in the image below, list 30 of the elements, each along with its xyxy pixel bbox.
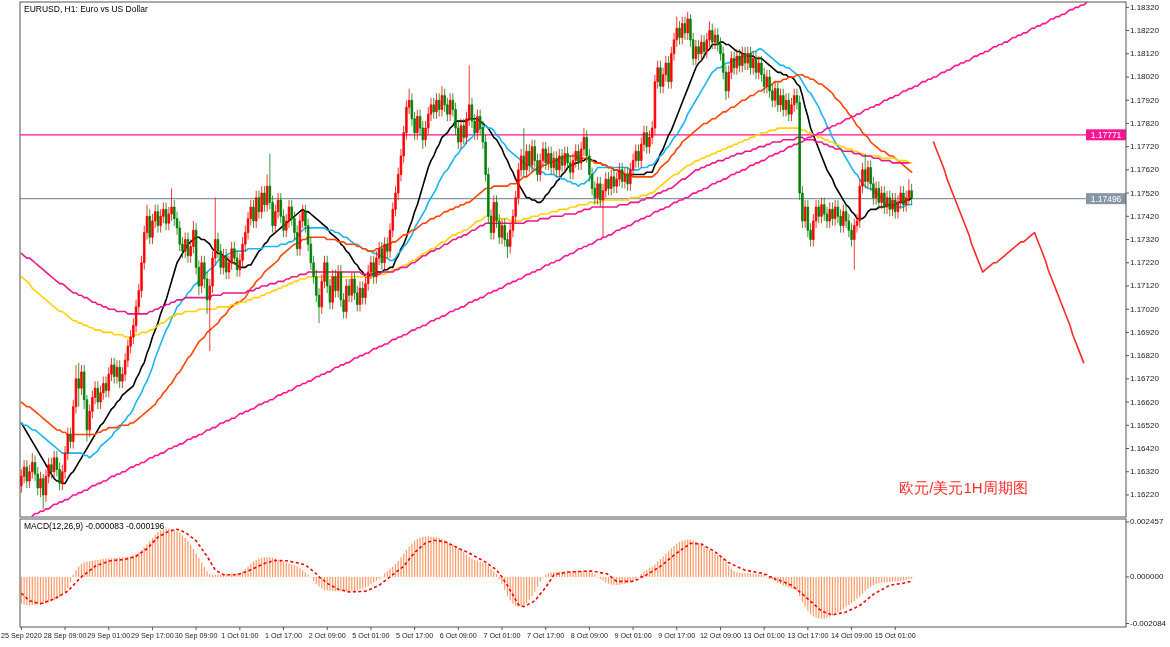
y-tick-label: 1.16720 xyxy=(1130,374,1160,384)
ref-line-label: 1.17496 xyxy=(1090,193,1122,204)
y-tick-label: 1.16320 xyxy=(1130,467,1160,477)
chart-title: MACD(12,26,9) -0.000083 -0.000196 xyxy=(24,521,165,531)
y-tick-label: 1.18020 xyxy=(1130,72,1160,82)
y-tick-label: 1.17820 xyxy=(1130,118,1160,128)
y-tick-label: 1.17520 xyxy=(1130,188,1160,198)
y-tick-label: 1.16920 xyxy=(1130,327,1160,337)
ref-line-label: 1.17771 xyxy=(1090,129,1122,140)
y-tick-label: 1.17120 xyxy=(1130,281,1160,291)
y-tick-label: 1.17220 xyxy=(1130,258,1160,268)
y-tick-label: 1.17720 xyxy=(1130,142,1160,152)
y-tick-label: 1.16520 xyxy=(1130,420,1160,430)
y-tick-label: 1.17920 xyxy=(1130,95,1160,105)
chart-title: EURUSD, H1: Euro vs US Dollar xyxy=(24,4,148,14)
y-tick-label: 1.16220 xyxy=(1130,490,1160,500)
y-tick-label: 1.17420 xyxy=(1130,211,1160,221)
y-tick-label: 1.16620 xyxy=(1130,397,1160,407)
y-tick-label: 1.17620 xyxy=(1130,165,1160,175)
y-tick-label: 1.17020 xyxy=(1130,304,1160,314)
y-tick-label: -0.002084 xyxy=(1130,619,1167,629)
y-tick-label: 1.16420 xyxy=(1130,444,1160,453)
y-tick-label: 1.18220 xyxy=(1130,26,1160,36)
y-tick-label: 1.16820 xyxy=(1130,351,1160,361)
y-tick-label: 1.18320 xyxy=(1130,2,1160,12)
annotation: 欧元/美元1H周期图 xyxy=(899,479,1028,496)
y-tick-label: 0.002457 xyxy=(1130,517,1164,527)
y-tick-label: 1.17320 xyxy=(1130,235,1160,245)
y-tick-label: 0.000000 xyxy=(1130,572,1164,582)
y-tick-label: 1.18120 xyxy=(1130,49,1160,59)
